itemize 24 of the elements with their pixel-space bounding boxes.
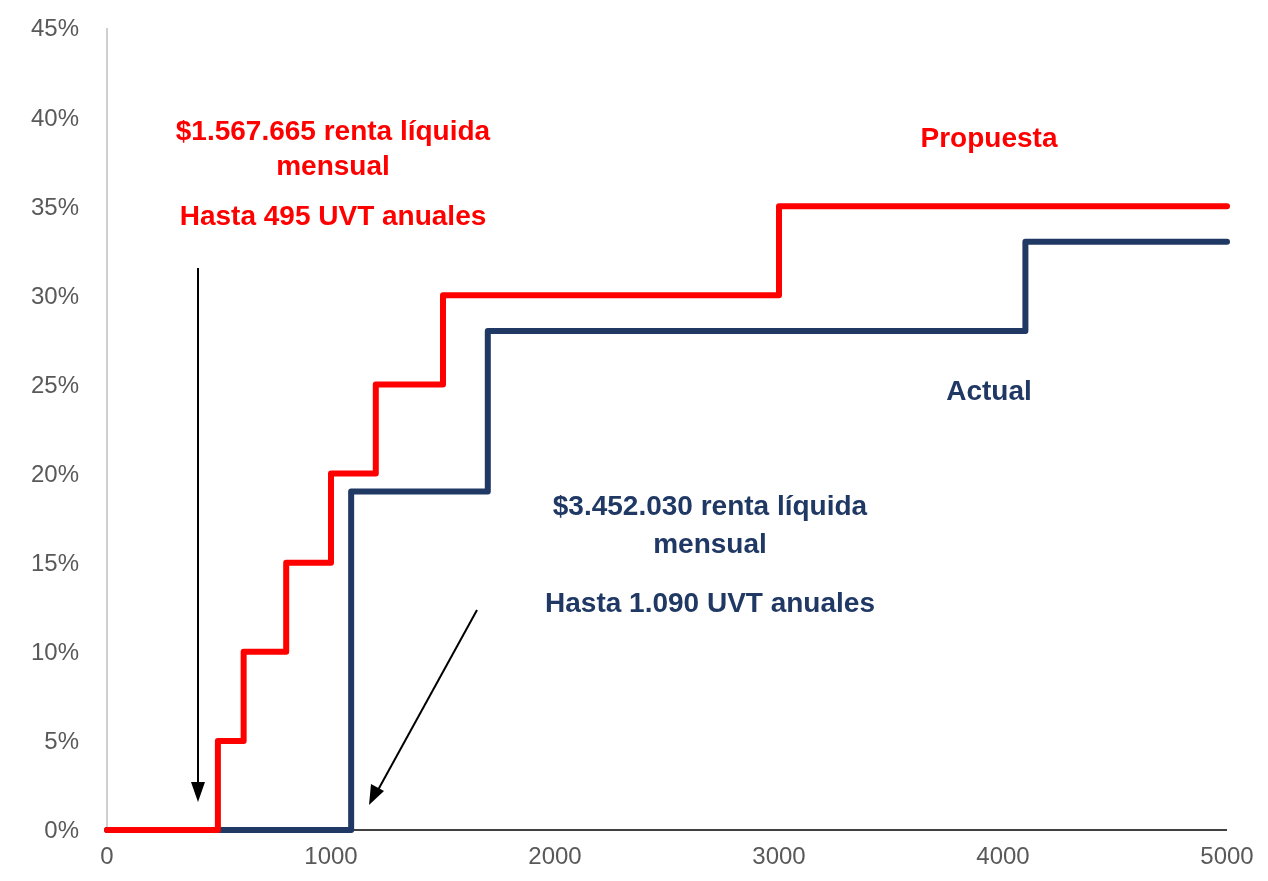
x-tick-label: 3000 bbox=[752, 842, 806, 869]
annotation: mensual bbox=[276, 150, 390, 181]
annotation: Hasta 495 UVT anuales bbox=[179, 200, 487, 231]
x-tick-label: 2000 bbox=[528, 842, 582, 869]
y-tick-label: 0% bbox=[44, 816, 79, 844]
y-tick-label: 25% bbox=[30, 370, 79, 398]
y-tick-label: 5% bbox=[44, 727, 79, 755]
y-tick-label: 30% bbox=[30, 281, 79, 309]
x-tick-label: 0 bbox=[100, 842, 114, 869]
series-label: Actual bbox=[946, 375, 1032, 406]
y-tick-label: 15% bbox=[30, 549, 79, 577]
x-tick-label: 5000 bbox=[1200, 842, 1254, 869]
series-label: Propuesta bbox=[920, 122, 1058, 153]
annotation: mensual bbox=[653, 528, 767, 559]
y-tick-label: 10% bbox=[30, 638, 79, 666]
x-tick-label: 1000 bbox=[304, 842, 358, 869]
x-tick-label: 4000 bbox=[976, 842, 1030, 869]
annotation: $3.452.030 renta líquida bbox=[552, 490, 868, 521]
y-tick-label: 45% bbox=[30, 14, 79, 42]
annotation: $1.567.665 renta líquida bbox=[175, 115, 491, 146]
y-tick-label: 40% bbox=[30, 103, 79, 131]
annotation: Hasta 1.090 UVT anuales bbox=[545, 587, 875, 618]
y-tick-label: 35% bbox=[30, 192, 79, 220]
y-tick-label: 20% bbox=[30, 459, 79, 487]
